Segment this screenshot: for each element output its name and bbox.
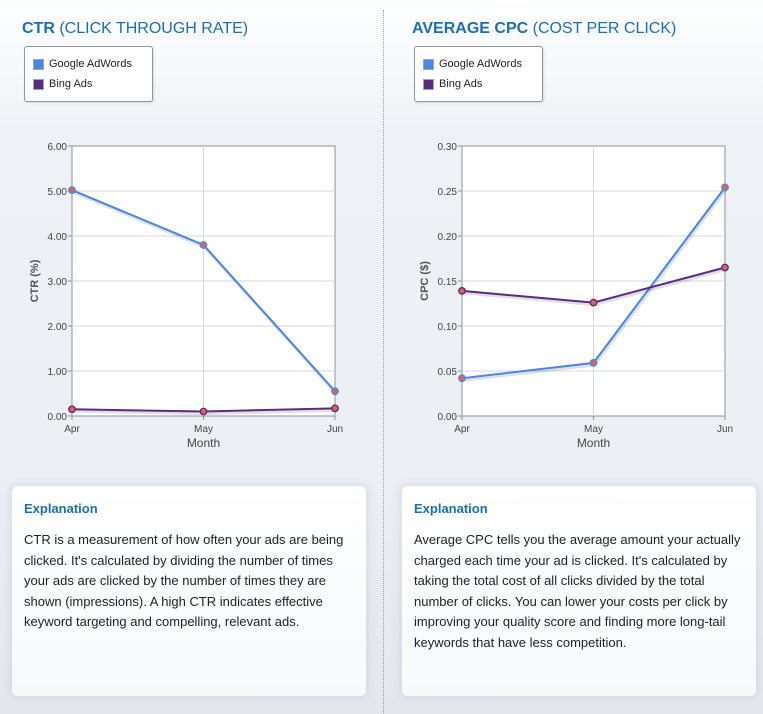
ctr-xtick-label: Apr [64,424,80,435]
ctr-series-google-point [68,186,76,194]
ctr-ytick-label: 2.00 [48,322,68,333]
cpc-series-google-point [458,374,466,383]
ctr-legend-label-bing: Bing Ads [49,78,93,90]
ctr-legend-swatch-google [33,58,44,70]
cpc-ytick-label: 0.10 [438,322,458,333]
cpc-explanation-heading: Explanation [414,501,488,516]
ctr-xtick-label: Jun [327,424,343,435]
cpc-legend-label-google: Google AdWords [439,58,522,70]
ctr-title-bold: CTR [22,20,55,37]
cpc-x-axis-label: Month [577,436,610,450]
cpc-explanation-text: Average CPC tells you the average amount… [414,532,741,650]
ctr-panel: CTR (CLICK THROUGH RATE) Google AdWords … [0,0,370,714]
ctr-legend: Google AdWords Bing Ads [24,46,153,102]
ctr-x-axis-label: Month [187,436,220,450]
ctr-series-bing-point [331,404,339,413]
ctr-explanation-heading: Explanation [24,501,98,516]
cpc-ytick-label: 0.05 [438,367,458,378]
cpc-xtick-label: Apr [454,424,470,435]
ctr-series-google-point [331,387,339,396]
ctr-explanation-text: CTR is a measurement of how often your a… [24,532,344,629]
ctr-legend-item-bing[interactable]: Bing Ads [33,77,92,91]
ctr-series-bing-point [68,405,76,414]
ctr-legend-label-google: Google AdWords [49,58,132,70]
cpc-legend-item-bing[interactable]: Bing Ads [423,77,482,91]
cpc-xtick-label: May [584,424,603,435]
cpc-gridlines [458,145,726,420]
ctr-ytick-label: 0.00 [48,412,68,423]
ctr-explanation-box: Explanation CTR is a measurement of how … [12,486,366,696]
cpc-ytick-label: 0.25 [438,187,458,198]
cpc-chart: 0.00 0.05 0.10 0.15 0.20 0.25 0.30 Apr May Jun Mon… [419,142,733,450]
ctr-xtick-label: May [194,424,213,435]
cpc-xtick-label: Jun [717,424,733,435]
ctr-ytick-label: 1.00 [48,367,68,378]
cpc-legend-label-bing: Bing Ads [439,78,483,90]
ctr-legend-item-google[interactable]: Google AdWords [33,57,132,71]
cpc-legend-item-google[interactable]: Google AdWords [423,57,522,71]
cpc-title: AVERAGE CPC (COST PER CLICK) [412,20,676,38]
ctr-ytick-label: 3.00 [48,277,68,288]
cpc-legend-swatch-bing [423,78,434,90]
cpc-series-google-point [721,183,729,192]
ctr-series-google-point [199,241,208,249]
cpc-panel: AVERAGE CPC (COST PER CLICK) Google AdWo… [390,0,760,714]
cpc-series-bing-point [721,263,729,272]
cpc-ytick-label: 0.30 [438,142,458,153]
ctr-series-bing-point [199,407,208,416]
ctr-legend-swatch-bing [33,78,44,90]
cpc-ytick-label: 0.15 [438,277,458,288]
cpc-ytick-label: 0.20 [438,232,458,243]
cpc-legend: Google AdWords Bing Ads [414,46,543,102]
ctr-title-rest: (CLICK THROUGH RATE) [54,20,249,37]
cpc-ytick-label: 0.00 [438,412,458,423]
cpc-y-axis-label: CPC ($) [419,261,431,301]
cpc-legend-swatch-google [423,58,434,70]
cpc-series-bing-point [458,286,466,295]
ctr-ytick-label: 5.00 [48,187,68,198]
ctr-y-axis-label: CTR (%) [29,259,41,302]
ctr-ytick-label: 6.00 [48,142,68,153]
ctr-gridlines [68,145,336,420]
panel-divider [383,10,384,714]
cpc-explanation-box: Explanation Average CPC tells you the av… [402,486,756,696]
ctr-title: CTR (CLICK THROUGH RATE) [22,20,248,38]
cpc-series-bing-point [589,298,598,307]
cpc-title-bold: AVERAGE CPC [412,20,529,37]
ctr-chart: 0.00 1.00 2.00 3.00 4.00 5.00 6.00 Apr May Jun Mon… [29,142,343,450]
ctr-ytick-label: 4.00 [48,232,68,243]
cpc-series-google-point [589,358,598,367]
cpc-title-rest: (COST PER CLICK) [528,20,677,37]
